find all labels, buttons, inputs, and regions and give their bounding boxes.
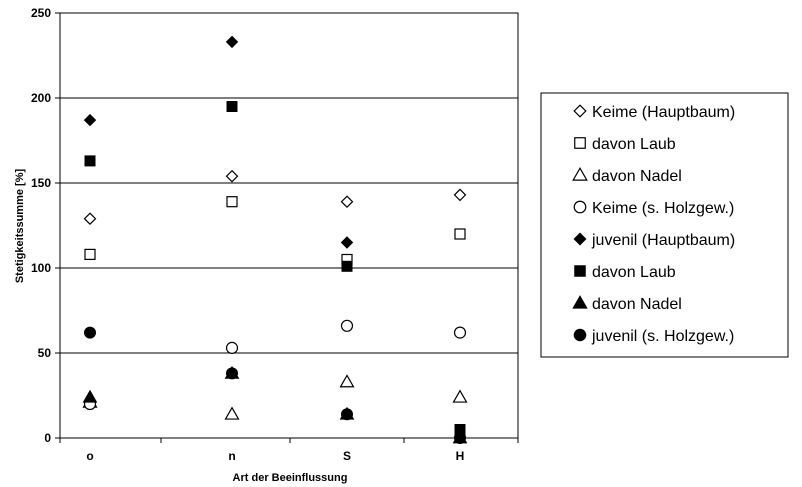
legend-entry: davon Laub [592,136,676,153]
data-point [84,326,96,339]
y-tick-label: 150 [31,176,51,190]
data-point [224,406,240,420]
legend-marker [574,265,586,277]
y-tick-label: 50 [38,346,52,360]
data-point [341,260,353,272]
data-point [226,367,238,380]
data-point [226,196,238,208]
x-tick-label: H [456,449,465,463]
y-axis-ticks: 0 50 100 150 200 250 [31,6,51,445]
data-point [226,101,238,112]
y-axis-label: Stetigkeitssumme [%] [14,169,26,284]
data-points [82,35,468,444]
y-tick-label: 200 [31,91,51,105]
data-point [452,389,468,403]
legend-entry: juvenil (Hauptbaum) [591,232,735,249]
y-tick-label: 0 [44,431,51,445]
legend-entry: davon Nadel [592,168,682,185]
data-point [341,408,353,421]
legend-marker [573,232,587,246]
data-point [83,113,97,127]
data-point [453,188,467,202]
data-point [340,195,354,209]
data-point [84,155,96,167]
legend-marker [573,104,587,118]
data-point [340,319,354,332]
data-point [454,228,466,240]
plot-border [59,12,519,439]
legend-box [540,92,789,358]
legend-entry: Keime (Hauptbaum) [592,104,735,121]
legend-marker [574,137,586,149]
legend-entry: davon Laub [592,264,676,281]
data-point [225,35,239,49]
x-tick-label: o [86,449,93,463]
legend-entry: Keime (s. Holzgew.) [592,200,734,217]
y-tick-label: 100 [31,261,51,275]
data-point [84,248,96,260]
legend-entry: juvenil (s. Holzgew.) [591,328,734,345]
legend-marker [572,166,588,181]
x-axis-label: Art der Beeinflussung [233,472,348,484]
data-point [454,432,466,444]
data-point [225,341,239,354]
data-point [453,326,467,339]
data-point [225,169,239,183]
legend-marker [573,200,587,214]
legend: Keime (Hauptbaum) davon Laub davon Nadel Ke… [540,92,789,358]
data-point [340,236,354,249]
legend-marker [573,328,587,342]
x-tick-label: n [228,449,235,463]
y-tick-label: 250 [31,6,51,20]
data-point [82,389,98,403]
legend-entry: davon Nadel [592,296,682,313]
legend-marker [572,295,588,309]
plot-area [55,12,519,443]
x-tick-label: S [343,449,351,463]
data-point [339,374,355,388]
data-point [83,212,97,226]
